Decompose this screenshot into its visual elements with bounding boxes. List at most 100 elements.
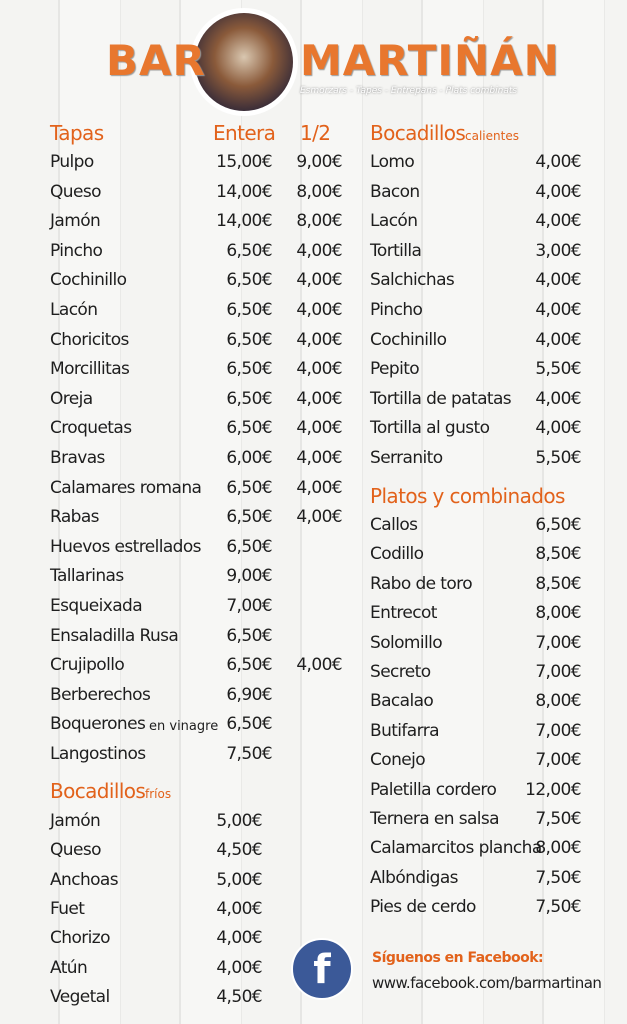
item-name: Tortilla al gusto [370, 418, 490, 439]
item-price: 6,90€ [226, 684, 272, 705]
item-price: 4,00€ [535, 270, 581, 291]
item-half-price: 8,00€ [296, 181, 342, 202]
item-half-price: 4,00€ [296, 300, 342, 320]
item-name: Cochinillo [370, 329, 447, 350]
section-title: Platos y combinados [370, 484, 565, 508]
item-name: Tortilla de patatas [370, 388, 512, 409]
item-price: 4,00€ [216, 957, 262, 978]
item-name: Huevos estrellados [50, 536, 202, 557]
item-name: Salchichas [370, 270, 455, 291]
item-name: Paletilla cordero [370, 779, 497, 800]
item-price: 7,00€ [535, 750, 581, 771]
item-name: Codillo [370, 544, 424, 565]
item-price: 6,50€ [226, 418, 272, 439]
item-name: Rabo de toro [370, 573, 473, 594]
item-half-price: 4,00€ [296, 359, 342, 380]
item-name: Bacon [370, 181, 420, 202]
section-title: Bocadillos [370, 121, 466, 145]
item-price: 7,00€ [535, 632, 581, 653]
item-name: Ensaladilla Rusa [50, 625, 179, 646]
item-price: 7,50€ [535, 897, 581, 918]
item-price: 4,00€ [535, 329, 581, 350]
item-price: 7,50€ [226, 744, 272, 764]
item-price: 5,50€ [535, 359, 581, 380]
item-name: Pincho [370, 300, 423, 320]
item-name: Bravas [50, 448, 105, 468]
item-half-price: 4,00€ [296, 388, 342, 409]
item-price: 5,00€ [216, 811, 262, 831]
item-price: 7,00€ [535, 662, 581, 682]
item-price: 8,00€ [535, 691, 581, 712]
item-half-price: 4,00€ [296, 477, 342, 498]
item-name: Crujipollo [50, 655, 125, 676]
item-price: 6,50€ [226, 240, 272, 261]
item-price: 6,50€ [226, 655, 272, 676]
item-note: en vinagre [149, 719, 219, 735]
facebook-url[interactable]: www.facebook.com/barmartinan [372, 974, 602, 992]
column-header: 1/2 [300, 121, 331, 145]
item-half-price: 4,00€ [296, 507, 342, 528]
item-price: 3,00€ [535, 240, 581, 261]
item-name: Anchoas [50, 869, 119, 890]
item-name: Entrecot [370, 603, 437, 624]
column-header: Entera [213, 121, 276, 145]
item-name: Solomillo [370, 632, 443, 653]
item-price: 6,50€ [226, 507, 272, 528]
item-name: Lacón [50, 300, 98, 320]
item-name: Vegetal [50, 986, 110, 1007]
item-name: Chorizo [50, 928, 110, 949]
section-title: Tapas [50, 121, 104, 145]
item-price: 6,50€ [535, 515, 581, 535]
item-price: 4,50€ [216, 840, 262, 861]
item-price: 6,50€ [226, 329, 272, 350]
item-half-price: 4,00€ [296, 329, 342, 350]
item-price: 8,50€ [535, 573, 581, 594]
item-name: Ternera en salsa [370, 809, 500, 829]
item-name: Pincho [50, 240, 103, 261]
item-price: 6,00€ [226, 448, 272, 468]
item-name: Oreja [50, 388, 93, 409]
item-name: Calamarcitos plancha [370, 838, 542, 859]
item-name: Tortilla [370, 240, 422, 261]
item-price: 4,00€ [535, 181, 581, 202]
item-name: Pulpo [50, 152, 94, 172]
item-name: Morcillitas [50, 359, 130, 380]
item-name: Tallarinas [50, 566, 124, 587]
logo-image [195, 13, 293, 111]
item-price: 4,00€ [535, 300, 581, 320]
item-price: 4,00€ [535, 211, 581, 232]
item-price: 15,00€ [216, 152, 272, 172]
item-price: 7,50€ [535, 809, 581, 829]
item-name: Calamares romana [50, 477, 202, 498]
item-name: Langostinos [50, 744, 146, 764]
item-price: 5,00€ [216, 869, 262, 890]
item-name: Cochinillo [50, 270, 127, 291]
item-price: 6,50€ [226, 477, 272, 498]
item-name: Berberechos [50, 684, 151, 705]
brand-left: BAR [106, 36, 206, 85]
item-price: 7,00€ [535, 720, 581, 741]
item-price: 9,00€ [226, 566, 272, 587]
item-half-price: 8,00€ [296, 211, 342, 232]
item-price: 8,00€ [535, 603, 581, 624]
item-price: 6,50€ [226, 714, 272, 735]
facebook-icon[interactable]: f [290, 937, 354, 1001]
item-half-price: 4,00€ [296, 418, 342, 439]
item-price: 7,50€ [535, 867, 581, 888]
item-half-price: 9,00€ [296, 152, 342, 172]
item-name: Queso [50, 181, 101, 202]
item-price: 4,00€ [535, 418, 581, 439]
item-name: Pies de cerdo [370, 897, 476, 918]
item-price: 6,50€ [226, 270, 272, 291]
item-price: 4,50€ [216, 986, 262, 1007]
item-price: 6,50€ [226, 625, 272, 646]
item-price: 7,00€ [226, 596, 272, 616]
item-price: 6,50€ [226, 359, 272, 380]
item-price: 12,00€ [525, 779, 581, 800]
item-half-price: 4,00€ [296, 270, 342, 291]
item-price: 14,00€ [216, 211, 272, 232]
item-price: 8,00€ [535, 838, 581, 859]
item-name: Jamón [50, 811, 101, 831]
item-name: Boquerones [50, 714, 146, 735]
